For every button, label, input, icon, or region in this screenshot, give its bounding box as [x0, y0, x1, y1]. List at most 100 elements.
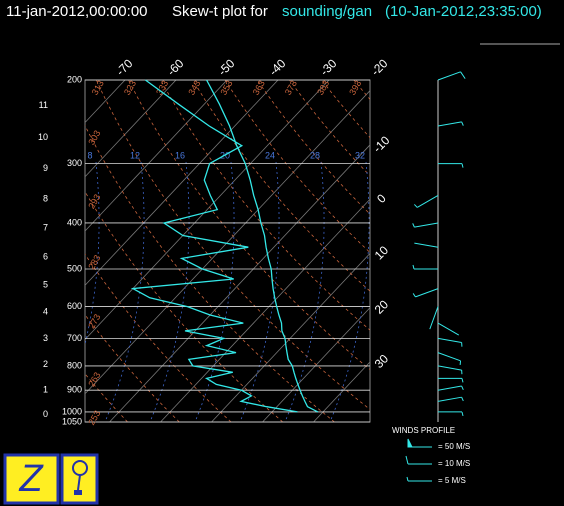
pressure-label: 500: [67, 263, 82, 273]
barb-shape: [412, 222, 439, 228]
legend-label: = 10 M/S: [438, 459, 470, 468]
logo-balloon: [60, 453, 99, 505]
pressure-label: 800: [67, 360, 82, 370]
svg-text:Z: Z: [18, 458, 44, 500]
barb-shape: [412, 264, 438, 270]
barb-shape: [414, 242, 439, 248]
dry-adiabat: [321, 80, 370, 139]
adiabat-label: 323: [122, 79, 138, 97]
wind-barb: [406, 476, 432, 482]
wind-barb: [437, 121, 464, 127]
barb-shape: [412, 288, 439, 298]
plot-area: [85, 80, 370, 422]
pressure-label: 1000: [62, 406, 82, 416]
barb-shape: [413, 194, 439, 208]
temperature-label: -40: [266, 56, 288, 78]
dry-adiabat: [85, 373, 128, 422]
dewpoint-trace: [130, 79, 298, 413]
wind-barb: [414, 242, 439, 248]
barb-shape: [437, 396, 464, 402]
dry-adiabat: [128, 80, 370, 371]
temperature-label: 20: [372, 297, 392, 317]
moist-line: [239, 161, 280, 422]
dry-adiabat: [160, 80, 370, 331]
height-label: 0: [43, 409, 48, 419]
temperature-trace: [206, 79, 319, 413]
height-label: 1: [43, 384, 48, 394]
adiabat-label: 393: [347, 79, 363, 97]
wind-barb: [437, 396, 464, 402]
barb-shape: [438, 377, 464, 383]
adiabat-label: 343: [186, 79, 202, 97]
isotherm: [211, 252, 370, 422]
wind-barb: [438, 411, 464, 417]
pressure-label: 900: [67, 385, 82, 395]
source: sounding/gan: [282, 3, 372, 20]
barb-shape: [437, 365, 463, 375]
wind-barb: [437, 352, 462, 365]
height-label: 7: [43, 223, 48, 233]
temperature-label: -10: [370, 133, 392, 155]
height-label: 6: [43, 251, 48, 261]
wind-barb: [437, 385, 464, 391]
height-label: 5: [43, 279, 48, 289]
moist-line: [149, 161, 190, 422]
isotherm: [85, 90, 370, 395]
adiabat-label: 373: [283, 79, 299, 97]
pressure-label: 400: [67, 217, 82, 227]
adiabat-label: 353: [218, 79, 234, 97]
temperature-label: 30: [372, 351, 392, 371]
dry-adiabat: [192, 80, 370, 292]
barb-shape: [437, 385, 464, 391]
barb-shape: [407, 438, 432, 448]
moist-line: [329, 161, 370, 422]
temperature-label: -70: [113, 56, 135, 78]
barb-shape: [438, 163, 464, 168]
pressure-label: 600: [67, 301, 82, 311]
height-label: 11: [39, 100, 48, 110]
barb-shape: [406, 476, 432, 482]
isotherm: [85, 80, 177, 178]
logo-z: Z: [3, 453, 60, 505]
isotherm: [262, 307, 370, 422]
moist-line: [104, 161, 145, 422]
adiabat-label: 273: [86, 312, 102, 330]
adiabat-label: 383: [315, 79, 331, 97]
moist-label: 32: [355, 150, 365, 160]
wind-barb: [438, 163, 464, 168]
barb-shape: [438, 411, 464, 417]
launch-time: (10-Jan-2012,23:35:00): [385, 3, 542, 20]
dry-adiabat: [224, 80, 370, 254]
wind-barb: [437, 365, 463, 375]
dry-adiabat: [96, 80, 370, 410]
temperature-label: -20: [368, 56, 390, 78]
pressure-label: 300: [67, 158, 82, 168]
adiabat-label: 253: [86, 409, 102, 427]
barb-shape: [429, 306, 439, 330]
barb-shape: [437, 352, 462, 365]
moist-label: 24: [265, 150, 275, 160]
barb-shape: [437, 337, 463, 347]
legend-title: WINDS PROFILE: [392, 426, 455, 435]
wind-barb: [429, 306, 439, 330]
wind-barb: [412, 288, 439, 298]
barb-shape: [437, 71, 466, 81]
temperature-label: 0: [374, 191, 389, 206]
moist-label: 28: [310, 150, 320, 160]
isotherm: [160, 198, 370, 422]
isotherm: [85, 80, 330, 341]
wind-barb: [437, 337, 463, 347]
dry-adiabat: [85, 124, 335, 422]
moist-label: 12: [130, 150, 140, 160]
adiabat-label: 303: [86, 129, 102, 147]
barb-shape: [405, 455, 432, 465]
title: Skew-t plot for: [172, 3, 268, 20]
temperature-label: -50: [215, 56, 237, 78]
adiabat-label: 293: [86, 192, 102, 210]
moist-line: [284, 161, 325, 422]
wind-barb: [437, 71, 466, 81]
wind-barb: [405, 455, 432, 465]
temperature-label: 10: [372, 243, 392, 263]
height-label: 9: [43, 163, 48, 173]
moist-line: [194, 161, 235, 422]
